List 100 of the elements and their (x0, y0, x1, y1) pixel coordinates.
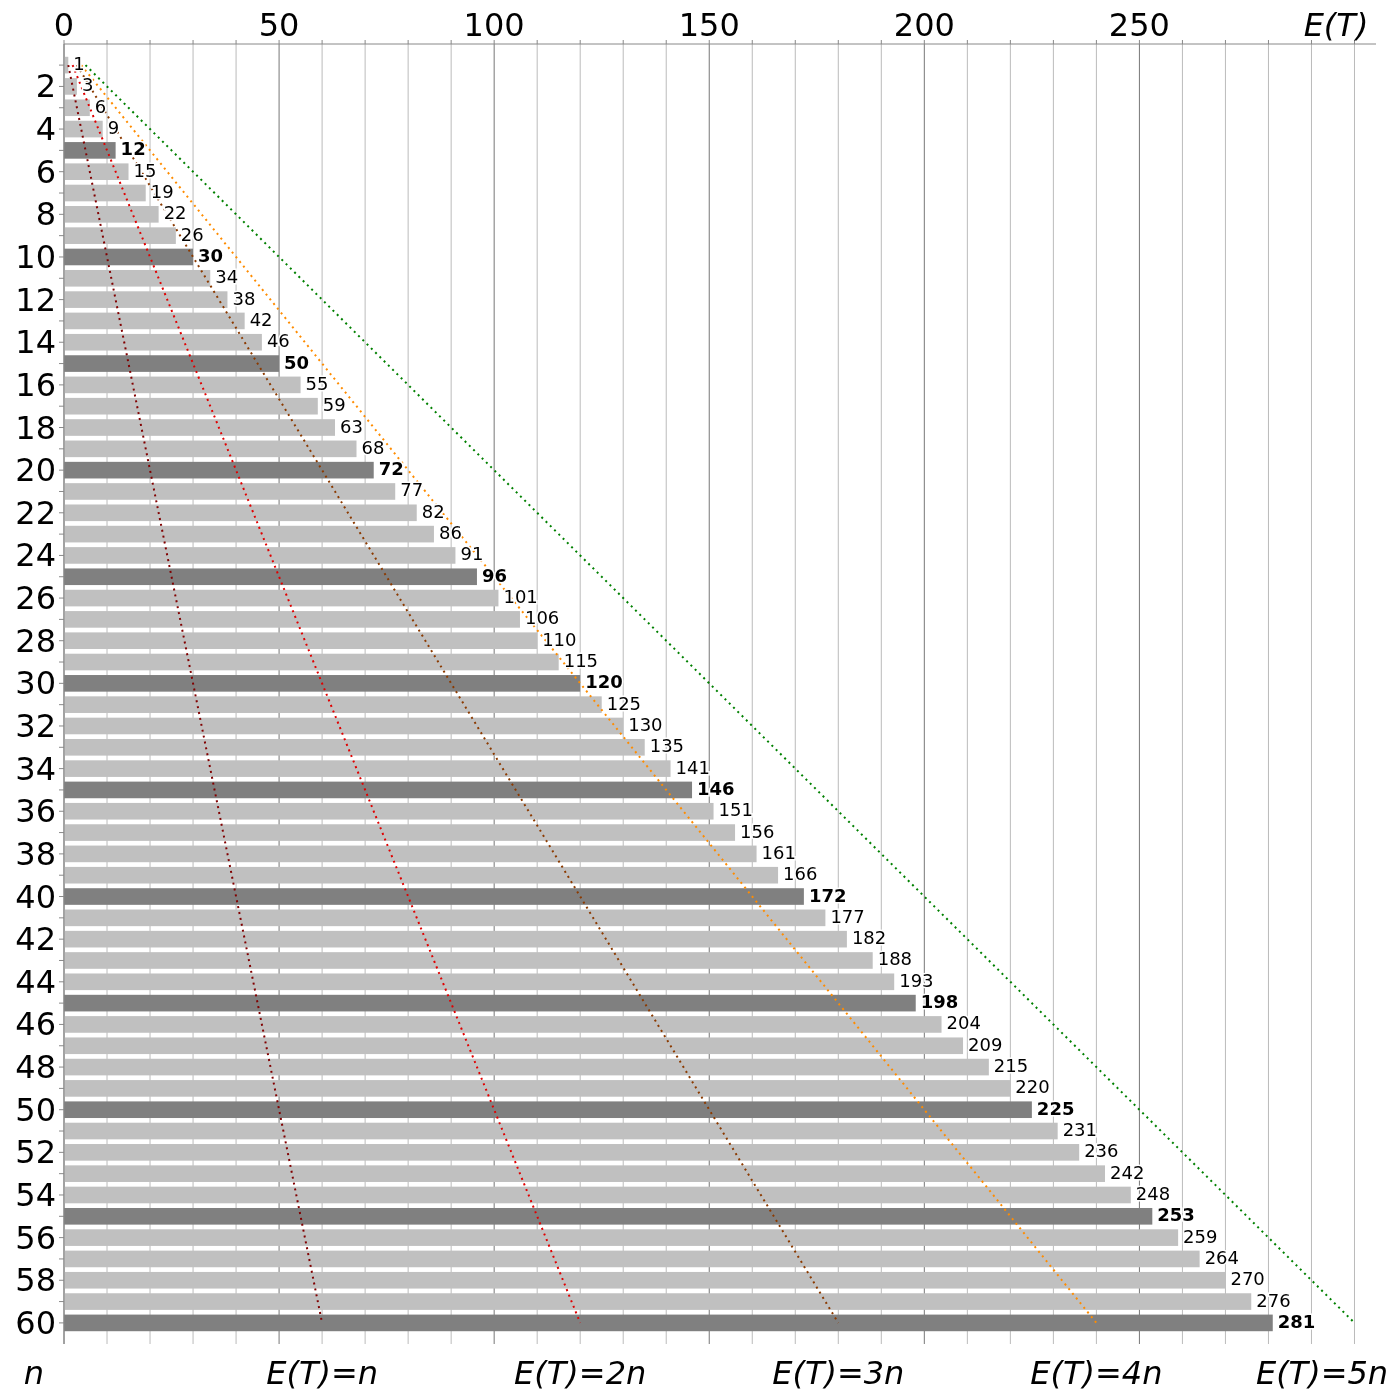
x-tick-label: 100 (463, 6, 525, 44)
y-tick-label: 52 (15, 1133, 56, 1172)
x-tick-label: 0 (53, 6, 75, 44)
y-axis-title: n (23, 1354, 45, 1392)
data-label: 1 (73, 53, 85, 75)
data-label: 166 (783, 863, 818, 885)
y-tick-label: 44 (15, 962, 56, 1001)
y-tick-label: 54 (15, 1175, 56, 1214)
data-label: 236 (1084, 1140, 1119, 1162)
data-label: 161 (761, 841, 796, 863)
data-label: 22 (163, 202, 187, 224)
y-tick-label: 18 (15, 408, 56, 447)
series-label: E(T)=2n (514, 1354, 647, 1392)
y-tick-label: 22 (15, 493, 56, 532)
data-label: 19 (150, 181, 174, 203)
y-tick-label: 12 (15, 280, 56, 319)
y-tick-label: 24 (15, 536, 56, 575)
data-label: 248 (1135, 1182, 1171, 1204)
x-tick-label: 250 (1108, 6, 1170, 44)
y-tick-label: 4 (35, 110, 56, 149)
y-tick-label: 2 (35, 67, 56, 106)
data-label: 9 (107, 117, 120, 139)
data-label: 50 (284, 351, 310, 373)
data-label: 198 (920, 991, 959, 1013)
data-label: 204 (946, 1012, 981, 1034)
data-label: 281 (1277, 1310, 1316, 1332)
bar (64, 78, 77, 95)
series-label: E(T)=n (266, 1354, 379, 1392)
data-label: 177 (830, 905, 865, 927)
data-label: 30 (198, 244, 224, 266)
y-tick-label: 36 (15, 792, 56, 831)
y-tick-label: 14 (15, 323, 56, 362)
data-label: 156 (740, 820, 775, 842)
data-label: 91 (460, 543, 484, 565)
y-tick-label: 32 (15, 706, 56, 745)
y-tick-label: 42 (15, 920, 56, 959)
data-label: 141 (675, 756, 710, 778)
y-tick-label: 34 (15, 749, 56, 788)
data-label: 182 (851, 927, 887, 949)
data-label: 259 (1183, 1225, 1218, 1247)
y-tick-label: 38 (15, 834, 56, 873)
data-label: 72 (378, 458, 404, 480)
y-tick-label: 48 (15, 1048, 56, 1087)
bar (64, 99, 90, 117)
data-label: 86 (438, 522, 462, 544)
series-label: E(T)=5n (1255, 1354, 1389, 1392)
data-label: 225 (1036, 1097, 1075, 1119)
x-tick-label: 150 (678, 6, 740, 44)
y-tick-label: 56 (15, 1218, 56, 1257)
data-label: 215 (993, 1055, 1029, 1077)
data-label: 42 (249, 308, 273, 330)
data-label: 68 (361, 436, 385, 458)
data-label: 77 (400, 479, 424, 501)
data-label: 151 (718, 799, 753, 821)
data-label: 220 (1015, 1076, 1050, 1098)
x-tick-label: 50 (258, 6, 300, 44)
y-tick-label: 16 (15, 365, 56, 404)
y-tick-label: 28 (15, 621, 56, 660)
y-tick-label: 10 (15, 237, 56, 276)
y-tick-label: 20 (15, 451, 56, 490)
y-tick-label: 8 (35, 195, 56, 234)
data-label: 231 (1062, 1119, 1098, 1141)
y-tick-label: 58 (15, 1261, 56, 1300)
y-tick-label: 6 (35, 152, 56, 191)
data-label: 110 (542, 628, 577, 650)
data-label: 15 (133, 159, 157, 181)
data-label: 135 (649, 735, 685, 757)
data-label: 55 (305, 372, 329, 394)
y-tick-label: 60 (15, 1303, 56, 1342)
data-label: 96 (481, 564, 508, 586)
y-tick-label: 40 (15, 877, 56, 916)
data-label: 125 (606, 692, 642, 714)
data-label: 172 (808, 884, 847, 906)
data-label: 188 (877, 948, 913, 970)
x-axis-title: E(T) (1303, 6, 1369, 44)
data-label: 253 (1157, 1204, 1195, 1226)
data-label: 270 (1230, 1268, 1265, 1290)
data-label: 146 (697, 777, 735, 799)
data-label: 193 (899, 969, 934, 991)
data-label: 38 (232, 287, 256, 309)
data-label: 209 (968, 1033, 1003, 1055)
series-label: E(T)=3n (772, 1354, 905, 1392)
data-label: 6 (94, 95, 107, 117)
y-tick-label: 30 (15, 664, 56, 703)
data-label: 46 (266, 330, 290, 352)
bar (64, 120, 103, 138)
data-label: 242 (1110, 1161, 1145, 1183)
data-label: 12 (120, 138, 146, 160)
series-label: E(T)=4n (1030, 1354, 1163, 1392)
data-label: 130 (628, 713, 663, 735)
data-label: 26 (180, 223, 204, 245)
y-tick-label: 46 (15, 1005, 56, 1044)
data-label: 34 (215, 266, 239, 288)
data-label: 63 (340, 415, 363, 437)
data-label: 3 (81, 74, 94, 96)
data-label: 106 (524, 607, 560, 629)
data-label: 82 (421, 500, 445, 522)
x-tick-label: 200 (893, 6, 955, 44)
data-label: 59 (322, 394, 346, 416)
data-label: 276 (1256, 1289, 1291, 1311)
